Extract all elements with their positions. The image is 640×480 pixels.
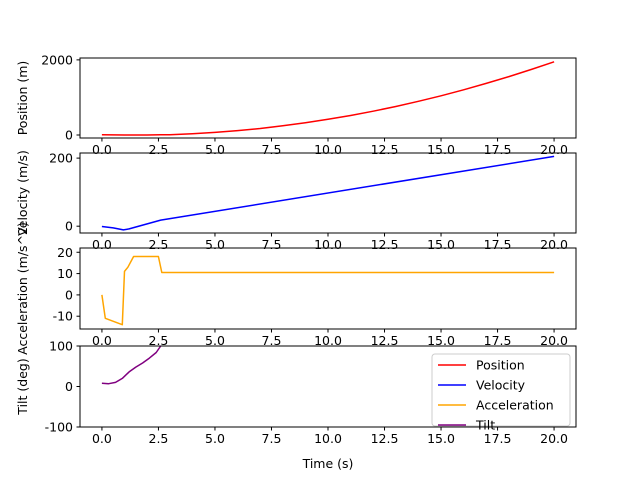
- y-tick-label: 0: [65, 127, 73, 142]
- x-tick-label: 20.0: [540, 142, 568, 157]
- x-tick-label: 17.5: [484, 142, 512, 157]
- x-tick-label: 7.5: [262, 431, 282, 446]
- subplot-4: 0.0 2.5 5.0 7.5 10.0 12.5 15.0 17.5 20.0 -100 0 100…: [15, 339, 577, 471]
- x-tick-label: 5.0: [205, 431, 225, 446]
- x-tick-label: 10.0: [314, 237, 342, 252]
- x-tick-label: 2.5: [149, 142, 169, 157]
- y-tick-label: -10: [53, 309, 73, 324]
- legend-label-acceleration: Acceleration: [476, 398, 554, 413]
- x-tick-label: 12.5: [371, 237, 399, 252]
- y-tick-label: 20: [57, 245, 73, 260]
- x-tick-label: 12.5: [371, 431, 399, 446]
- legend: Position Velocity Acceleration Tilt: [431, 353, 571, 433]
- subplot-3: 0.0 2.5 5.0 7.5 10.0 12.5 15.0 17.5 20.0 -10 0 10 20…: [15, 222, 577, 355]
- legend-box: [431, 353, 571, 427]
- y-axis-label: Position (m): [15, 61, 30, 136]
- y-tick-label: -100: [45, 420, 73, 435]
- x-tick-label: 0.0: [92, 333, 112, 348]
- y-axis-label: Velocity (m/s): [15, 150, 30, 236]
- x-tick-label: 20.0: [540, 333, 568, 348]
- x-tick-label: 20.0: [540, 431, 568, 446]
- x-tick-label: 0.0: [92, 142, 112, 157]
- x-tick-label: 12.5: [371, 142, 399, 157]
- series-line-acceleration: [101, 255, 555, 326]
- x-tick-label: 10.0: [314, 333, 342, 348]
- subplot-1: 0.0 2.5 5.0 7.5 10.0 12.5 15.0 17.5 20.0 0 2000 Pos…: [15, 52, 577, 157]
- x-tick-label: 5.0: [205, 333, 225, 348]
- y-tick-label: 2000: [41, 52, 73, 67]
- x-tick-label: 17.5: [484, 237, 512, 252]
- series-line-position: [101, 61, 555, 136]
- x-tick-label: 7.5: [262, 237, 282, 252]
- axes-frame: [79, 57, 577, 139]
- y-tick-label: 0: [65, 287, 73, 302]
- x-tick-label: 17.5: [484, 333, 512, 348]
- y-axis-label: Acceleration (m/s^2): [15, 222, 30, 355]
- y-tick-label: 0: [65, 379, 73, 394]
- series-line-tilt: [101, 345, 162, 385]
- x-tick-label: 20.0: [540, 237, 568, 252]
- y-tick-label: 0: [65, 219, 73, 234]
- x-tick-label: 7.5: [262, 142, 282, 157]
- x-tick-label: 2.5: [149, 237, 169, 252]
- x-tick-label: 0.0: [92, 237, 112, 252]
- x-tick-label: 17.5: [484, 431, 512, 446]
- x-tick-label: 5.0: [205, 142, 225, 157]
- x-axis-label: Time (s): [302, 456, 354, 471]
- x-tick-label: 12.5: [371, 333, 399, 348]
- legend-label-position: Position: [476, 358, 525, 373]
- x-tick-label: 15.0: [427, 431, 455, 446]
- legend-label-tilt: Tilt: [475, 418, 495, 433]
- y-axis-label: Tilt (deg): [15, 358, 30, 415]
- y-tick-label: 10: [57, 266, 73, 281]
- y-tick-label: 200: [49, 151, 73, 166]
- x-tick-label: 5.0: [205, 237, 225, 252]
- x-tick-label: 2.5: [149, 431, 169, 446]
- x-tick-label: 15.0: [427, 333, 455, 348]
- y-tick-label: 100: [49, 339, 73, 354]
- x-tick-label: 2.5: [149, 333, 169, 348]
- x-tick-label: 15.0: [427, 142, 455, 157]
- x-tick-label: 15.0: [427, 237, 455, 252]
- legend-label-velocity: Velocity: [476, 378, 526, 393]
- axes-frame: [79, 247, 577, 330]
- subplot-2: 0.0 2.5 5.0 7.5 10.0 12.5 15.0 17.5 20.0 0 200 Velo…: [15, 150, 577, 252]
- x-tick-label: 10.0: [314, 431, 342, 446]
- x-tick-label: 7.5: [262, 333, 282, 348]
- x-tick-label: 0.0: [92, 431, 112, 446]
- x-tick-label: 10.0: [314, 142, 342, 157]
- series-line-velocity: [101, 155, 555, 231]
